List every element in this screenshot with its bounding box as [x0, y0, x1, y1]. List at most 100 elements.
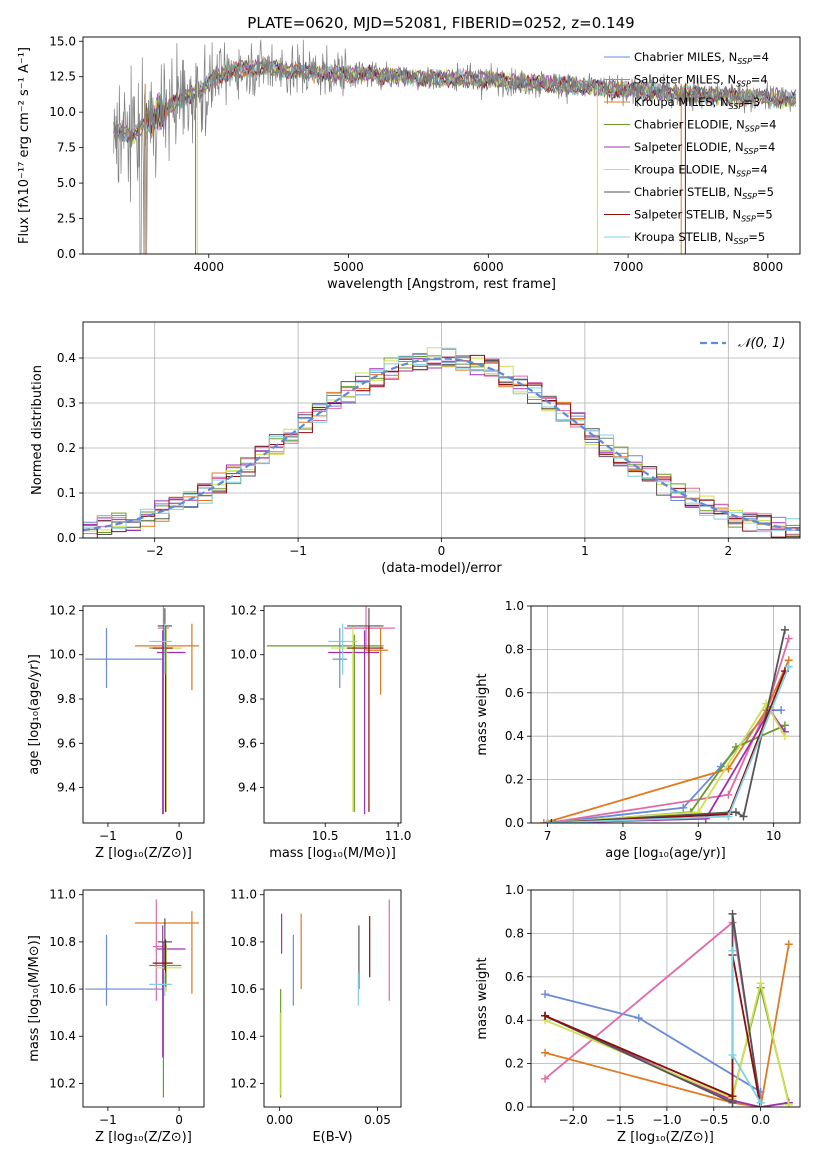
weight-line — [544, 1015, 789, 1107]
y-axis-label: mass [log₁₀(M/M⊙)] — [27, 935, 42, 1062]
weight-line — [547, 701, 786, 823]
y-tick-label: 9.6 — [57, 736, 76, 750]
legend-entry: Kroupa STELIB, NSSP=5 — [634, 230, 765, 246]
x-tick-label: 0.0 — [751, 1113, 770, 1127]
y-tick-label: 5.0 — [57, 176, 76, 190]
x-tick-label: 10 — [766, 829, 781, 843]
x-tick-label: 4000 — [194, 260, 225, 274]
x-tick-label: 0.05 — [364, 1113, 391, 1127]
weight-line — [544, 993, 762, 1103]
weight-line — [547, 666, 790, 823]
panel-spectrum: 4000 5000 6000 7000 8000 0.0 2.5 5.0 7.5 10.0 12.5… — [17, 34, 801, 292]
plot-area-mass_vs_Z — [85, 899, 200, 1098]
y-tick-label: 0.4 — [505, 729, 524, 743]
x-tick-label: 8 — [619, 829, 627, 843]
x-tick-label: −2 — [146, 544, 164, 558]
y-tick-label: 0.6 — [505, 970, 524, 984]
weight-marker — [728, 1050, 737, 1059]
y-tick-label: 10.4 — [49, 1029, 76, 1043]
x-tick-label: 0 — [175, 829, 183, 843]
axes-frame — [530, 605, 801, 824]
x-axis-label: Z [log₁₀(Z/Z⊙)] — [617, 1130, 714, 1145]
y-tick-label: 10.0 — [230, 648, 257, 662]
weight-marker — [539, 819, 548, 823]
axes-frame — [263, 605, 402, 824]
weight-marker — [541, 1011, 550, 1020]
y-tick-label: 10.8 — [49, 935, 76, 949]
x-tick-label: 7 — [544, 829, 552, 843]
weight-marker — [728, 946, 737, 955]
y-tick-label: 10.8 — [230, 935, 257, 949]
weight-marker — [780, 732, 789, 741]
panel-weight_vs_Z: −2.0 −1.5 −1.0 −0.5 0.0 0.0 0.2 0.4 0.6 0.8 1.0 Z [… — [475, 883, 801, 1145]
legend-entry: 𝒩(0, 1) — [738, 336, 785, 351]
x-axis-label: wavelength [Angstrom, rest frame] — [327, 277, 556, 292]
y-axis-label: age [log₁₀(age/yr)] — [27, 654, 42, 775]
panel-mass_vs_Z: −1 0 10.2 10.4 10.6 10.8 11.0 Z [log₁₀(Z/Z⊙)] ma… — [27, 888, 205, 1145]
y-tick-label: 9.8 — [238, 692, 257, 706]
y-tick-label: 0.6 — [505, 686, 524, 700]
weight-marker — [784, 1100, 793, 1107]
plot-area-weight_vs_age — [539, 625, 793, 823]
x-axis-label: mass [log₁₀(M/M⊙)] — [269, 846, 396, 861]
y-tick-label: 0.0 — [505, 816, 524, 830]
y-tick-label: 0.0 — [57, 247, 76, 261]
y-tick-label: 0.0 — [505, 1100, 524, 1114]
y-axis-label: mass weight — [475, 957, 490, 1039]
x-tick-label: 9 — [694, 829, 702, 843]
y-tick-label: 2.5 — [57, 212, 76, 226]
y-tick-label: 10.6 — [49, 982, 76, 996]
plot-area-weight_vs_Z — [541, 909, 793, 1107]
figure-title: PLATE=0620, MJD=52081, FIBERID=0252, z=0… — [247, 14, 634, 32]
y-tick-label: 0.8 — [505, 642, 524, 656]
weight-marker — [543, 819, 552, 823]
weight-marker — [541, 1048, 550, 1057]
legend-entry: Salpeter ELODIE, NSSP=4 — [634, 140, 775, 156]
y-tick-label: 9.4 — [238, 781, 257, 795]
y-tick-label: 0.0 — [57, 531, 76, 545]
weight-marker — [724, 812, 733, 821]
x-axis-label: age [log₁₀(age/yr)] — [605, 846, 726, 861]
panel-residuals: −2 −1 0 1 2 0.0 0.1 0.2 0.3 0.4 (data-model)/error… — [30, 321, 801, 576]
legend-spectrum: Chabrier MILES, NSSP=4 Salpeter MILES, NS… — [604, 50, 776, 246]
x-axis-label: Z [log₁₀(Z/Z⊙)] — [95, 1130, 192, 1145]
x-tick-label: −1 — [289, 544, 307, 558]
x-tick-label: 0 — [175, 1113, 183, 1127]
weight-marker — [547, 819, 556, 823]
x-tick-label: 2 — [724, 544, 732, 558]
y-tick-label: 7.5 — [57, 141, 76, 155]
weight-marker — [784, 634, 793, 643]
data-spectrum-line — [113, 39, 797, 254]
weight-line — [544, 944, 790, 1107]
x-tick-label: −1 — [99, 1113, 117, 1127]
plot-area-age_vs_Z — [85, 606, 200, 815]
plot-area-spectrum — [113, 39, 797, 254]
axes-frame — [263, 889, 402, 1108]
legend-entry: Salpeter STELIB, NSSP=5 — [634, 208, 773, 224]
weight-marker — [728, 909, 737, 918]
y-tick-label: 9.6 — [238, 736, 257, 750]
y-tick-label: 10.2 — [49, 603, 76, 617]
panel-age_vs_mass: 10.5 11.0 9.4 9.6 9.8 10.0 10.2 mass [log₁₀(M/M… — [230, 603, 411, 861]
y-tick-label: 10.2 — [230, 1076, 257, 1090]
panel-age_vs_Z: −1 0 9.4 9.6 9.8 10.0 10.2 Z [log₁₀(Z/Z⊙)] age [… — [27, 603, 205, 861]
weight-marker — [731, 808, 740, 817]
weight-marker — [728, 1092, 737, 1101]
y-tick-label: 0.2 — [505, 1057, 524, 1071]
x-tick-label: 0.00 — [266, 1113, 293, 1127]
y-tick-label: 0.2 — [505, 773, 524, 787]
legend-entry: Kroupa MILES, NSSP=3 — [634, 95, 760, 111]
y-tick-label: 10.4 — [230, 1029, 257, 1043]
y-axis-label: Flux [fλ10⁻¹⁷ erg cm⁻² s⁻¹ A⁻¹] — [17, 47, 32, 244]
weight-line — [544, 913, 762, 1107]
y-tick-label: 10.2 — [230, 603, 257, 617]
x-tick-label: 8000 — [753, 260, 784, 274]
weight-marker — [777, 706, 786, 715]
plot-area-mass_vs_ebv — [279, 899, 390, 1098]
weight-line — [544, 920, 762, 1103]
weight-marker — [724, 790, 733, 799]
weight-marker — [551, 819, 560, 823]
weight-marker — [756, 1098, 765, 1107]
y-tick-label: 10.0 — [49, 648, 76, 662]
axes-frame — [530, 889, 801, 1108]
